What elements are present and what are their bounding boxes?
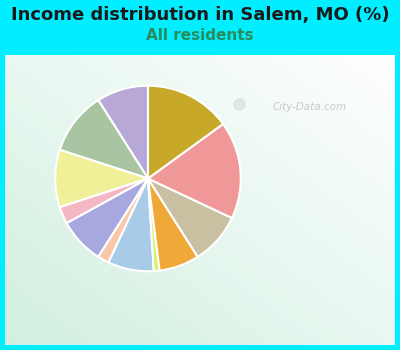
Wedge shape: [148, 178, 160, 271]
Wedge shape: [148, 178, 198, 271]
Text: $125k: $125k: [278, 178, 318, 191]
Text: $50k: $50k: [169, 295, 201, 308]
Text: $200k: $200k: [278, 196, 318, 210]
Text: > $200k: > $200k: [258, 233, 312, 246]
Wedge shape: [67, 178, 148, 257]
Text: $40k: $40k: [268, 216, 300, 229]
Wedge shape: [148, 86, 223, 178]
Wedge shape: [60, 100, 148, 178]
Text: $10k: $10k: [280, 104, 312, 117]
Text: $100k: $100k: [230, 74, 270, 86]
Wedge shape: [98, 86, 148, 178]
Text: $60k: $60k: [84, 295, 116, 308]
Text: All residents: All residents: [146, 28, 254, 42]
Text: $30k: $30k: [65, 84, 97, 97]
Wedge shape: [148, 124, 241, 218]
Wedge shape: [98, 178, 148, 262]
Text: $150k: $150k: [285, 159, 325, 172]
Text: $20k: $20k: [3, 183, 35, 196]
Wedge shape: [148, 178, 232, 257]
Text: $75k: $75k: [285, 139, 317, 152]
Wedge shape: [108, 178, 154, 271]
Wedge shape: [60, 178, 148, 223]
Wedge shape: [55, 150, 148, 207]
Bar: [0, 0, 400, 75]
Text: Income distribution in Salem, MO (%): Income distribution in Salem, MO (%): [11, 6, 389, 24]
Text: City-Data.com: City-Data.com: [272, 102, 346, 112]
